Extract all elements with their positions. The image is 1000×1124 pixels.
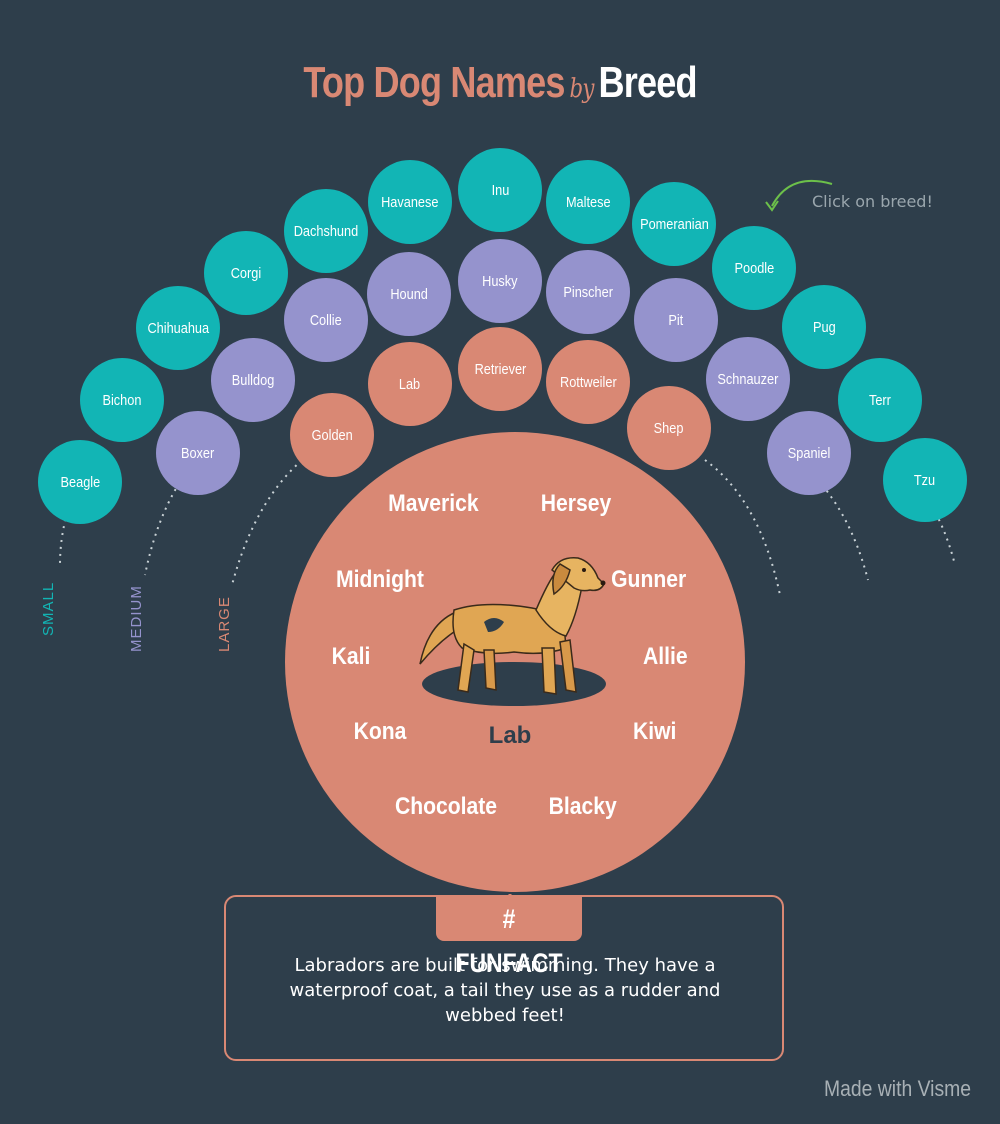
breed-spaniel[interactable]: Spaniel — [767, 411, 851, 495]
size-label-large: LARGE — [216, 596, 233, 652]
breed-label: Collie — [310, 311, 342, 329]
dog-name-9: Chocolate — [394, 793, 498, 820]
breed-havanese[interactable]: Havanese — [368, 160, 452, 244]
breed-label: Rottweiler — [559, 373, 617, 391]
breed-schnauzer[interactable]: Schnauzer — [706, 337, 790, 421]
breed-label: Lab — [399, 375, 421, 393]
breed-terr[interactable]: Terr — [838, 358, 922, 442]
visme-credit[interactable]: Made with Visme — [824, 1076, 972, 1101]
breed-label: Beagle — [60, 473, 100, 491]
breed-label: Boxer — [181, 444, 215, 462]
breed-rottweiler[interactable]: Rottweiler — [546, 340, 630, 424]
selected-breed-name: Lab — [488, 722, 532, 749]
breed-corgi[interactable]: Corgi — [204, 231, 288, 315]
breed-label: Corgi — [230, 264, 262, 282]
breed-label: Bichon — [102, 391, 142, 409]
breed-label: Shep — [654, 419, 684, 437]
dog-name-4: Gunner — [611, 566, 687, 593]
breed-label: Havanese — [381, 193, 439, 211]
breed-lab[interactable]: Lab — [368, 342, 452, 426]
breed-maltese[interactable]: Maltese — [546, 160, 630, 244]
dog-name-2: Hersey — [540, 490, 612, 517]
size-label-small: SMALL — [40, 581, 57, 636]
breed-label: Poodle — [734, 259, 774, 277]
breed-label: Tzu — [914, 471, 936, 489]
dog-name-3: Midnight — [335, 566, 424, 593]
dog-name-7: Kona — [353, 718, 407, 745]
dog-name-10: Blacky — [548, 793, 617, 820]
breed-poodle[interactable]: Poodle — [712, 226, 796, 310]
breed-hound[interactable]: Hound — [367, 252, 451, 336]
breed-label: Golden — [311, 426, 353, 444]
breed-pug[interactable]: Pug — [782, 285, 866, 369]
breed-label: Pug — [812, 318, 836, 336]
breed-label: Pomeranian — [639, 215, 709, 233]
breed-collie[interactable]: Collie — [284, 278, 368, 362]
funfact-box — [224, 895, 784, 1061]
breed-retriever[interactable]: Retriever — [458, 327, 542, 411]
size-label-medium: MEDIUM — [128, 585, 145, 652]
breed-bichon[interactable]: Bichon — [80, 358, 164, 442]
title-part-2: by — [569, 74, 595, 104]
dog-name-1: Maverick — [388, 490, 479, 517]
breed-pit[interactable]: Pit — [634, 278, 718, 362]
dog-name-8: Kiwi — [632, 718, 677, 745]
breed-label: Chihuahua — [147, 319, 209, 337]
breed-golden[interactable]: Golden — [290, 393, 374, 477]
breed-label: Inu — [491, 181, 509, 199]
page-title: Top Dog Names by Breed — [90, 58, 910, 108]
breed-label: Terr — [869, 391, 891, 409]
breed-label: Retriever — [474, 360, 526, 378]
breed-label: Schnauzer — [717, 370, 779, 388]
breed-label: Maltese — [565, 193, 611, 211]
click-hint: Click on breed! — [812, 192, 933, 211]
title-part-1: Top Dog Names — [303, 58, 565, 107]
breed-beagle[interactable]: Beagle — [38, 440, 122, 524]
breed-label: Bulldog — [231, 371, 275, 389]
title-part-3: Breed — [598, 58, 698, 107]
breed-bulldog[interactable]: Bulldog — [211, 338, 295, 422]
breed-label: Pit — [668, 311, 684, 329]
breed-pomeranian[interactable]: Pomeranian — [632, 182, 716, 266]
breed-shep[interactable]: Shep — [627, 386, 711, 470]
breed-husky[interactable]: Husky — [458, 239, 542, 323]
dog-name-6: Allie — [643, 643, 688, 670]
breed-label: Pinscher — [563, 283, 613, 301]
dog-name-5: Kali — [331, 643, 371, 670]
breed-pinscher[interactable]: Pinscher — [546, 250, 630, 334]
breed-label: Hound — [390, 285, 428, 303]
breed-label: Spaniel — [787, 444, 831, 462]
breed-label: Dachshund — [293, 222, 359, 240]
dog-illustration — [419, 557, 606, 706]
selected-breed-panel — [285, 432, 745, 892]
breed-inu[interactable]: Inu — [458, 148, 542, 232]
breed-tzu[interactable]: Tzu — [883, 438, 967, 522]
breed-boxer[interactable]: Boxer — [156, 411, 240, 495]
funfact-tag: # FUNFACT — [436, 897, 582, 978]
curved-arrow-icon — [765, 179, 833, 212]
breed-chihuahua[interactable]: Chihuahua — [136, 286, 220, 370]
funfact-text: Labradors are built for swimming. They h… — [289, 955, 721, 1026]
breed-label: Husky — [482, 272, 518, 290]
breed-dachshund[interactable]: Dachshund — [284, 189, 368, 273]
funfact-tag-label: # FUNFACT — [455, 904, 563, 978]
